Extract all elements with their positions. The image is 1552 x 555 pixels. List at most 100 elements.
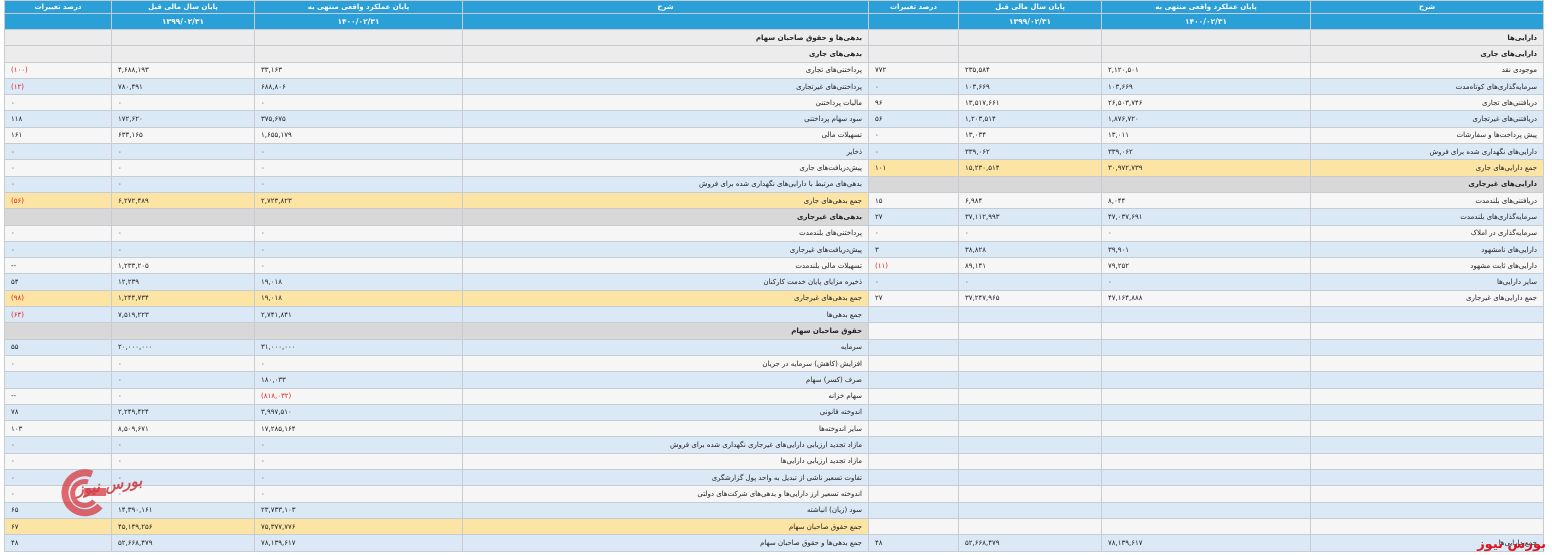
liabilities-desc-cell: جمع بدهی‌های جاری bbox=[462, 191, 869, 210]
table-row: اندوخته تسعیر ارز دارایی‌ها و بدهی‌های ش… bbox=[4, 485, 1544, 503]
assets-prev-cell bbox=[958, 403, 1102, 422]
assets-change-cell: ۴۸ bbox=[868, 534, 959, 552]
assets-change-cell: ۰ bbox=[868, 273, 959, 291]
liabilities-prev-cell: ۱,۲۴۴,۷۳۴ bbox=[111, 289, 255, 308]
assets-prev-cell: ۳۳۹,۰۶۲ bbox=[958, 143, 1102, 161]
liabilities-desc-cell: صرف (کسر) سهام bbox=[462, 371, 869, 389]
assets-prev-cell: ۱۵,۲۳۰,۵۱۴ bbox=[958, 159, 1102, 177]
assets-actual-cell: ۴۷,۰۳۷,۶۹۱ bbox=[1101, 208, 1311, 226]
liabilities-desc-cell: تسهیلات مالی bbox=[462, 126, 869, 145]
liabilities-prev-cell: ۶,۲۷۲,۴۸۹ bbox=[111, 191, 255, 210]
liabilities-desc-cell: ذخایر bbox=[462, 143, 869, 161]
liabilities-desc-cell: تفاوت تسعیر ناشی از تبدیل به واحد پول گز… bbox=[462, 469, 869, 487]
col-header-actual-date: ۱۴۰۰/۰۲/۳۱ bbox=[254, 13, 463, 30]
assets-change-cell: ۵۶ bbox=[868, 110, 959, 128]
liabilities-actual-cell: ۰ bbox=[254, 452, 463, 471]
liabilities-desc-cell: حقوق صاحبان سهام bbox=[462, 322, 869, 340]
assets-desc-cell bbox=[1310, 338, 1544, 356]
liabilities-desc-cell: پرداختنی‌های بلندمدت bbox=[462, 224, 869, 242]
liabilities-desc-cell: سود (زیان) انباشته bbox=[462, 501, 869, 519]
table-row: افزایش (کاهش) سرمایه در جریان ۰ ۰ ۰ bbox=[4, 354, 1544, 373]
assets-desc-cell: جمع دارایی‌های جاری bbox=[1310, 159, 1544, 177]
liabilities-desc-cell: بدهی‌ها و حقوق صاحبان سهام bbox=[462, 28, 869, 47]
liabilities-change-cell: ۰ bbox=[4, 143, 112, 161]
assets-prev-cell bbox=[958, 501, 1102, 519]
assets-actual-cell: ۱۳,۰۱۱ bbox=[1101, 126, 1311, 145]
assets-prev-cell bbox=[958, 387, 1102, 405]
assets-actual-cell: ۲۶,۵۰۳,۷۴۶ bbox=[1101, 94, 1311, 112]
table-row: دریافتنی‌های غیرتجاری ۱,۸۷۶,۷۲۰ ۱,۲۰۳,۵۱۴ ۵… bbox=[4, 110, 1544, 128]
table-row: سرمایه‌گذاری‌های کوتاه‌مدت ۱۰۳,۶۶۹ ۱۰۳,۶۶۹… bbox=[4, 77, 1544, 96]
assets-desc-cell: دارایی‌های ثابت مشهود bbox=[1310, 257, 1544, 275]
liabilities-change-cell: ۵۴ bbox=[4, 273, 112, 291]
assets-prev-cell: ۳۷,۲۴۷,۹۶۵ bbox=[958, 289, 1102, 308]
liabilities-desc-cell: سود سهام پرداختنی bbox=[462, 110, 869, 128]
liabilities-actual-cell: ۲,۷۲۳,۸۲۳ bbox=[254, 191, 463, 210]
assets-prev-cell: ۲۳۵,۵۸۴ bbox=[958, 61, 1102, 79]
liabilities-prev-cell: ۰ bbox=[111, 371, 255, 389]
liabilities-actual-cell: ۳,۹۹۷,۵۱۰ bbox=[254, 403, 463, 422]
table-row: صرف (کسر) سهام ۱۸۰,۰۳۳ ۰ bbox=[4, 371, 1544, 389]
liabilities-change-cell: ۷۸ bbox=[4, 403, 112, 422]
assets-change-cell bbox=[868, 371, 959, 389]
liabilities-actual-cell: ۷۵,۳۷۷,۷۷۶ bbox=[254, 517, 463, 536]
liabilities-actual-cell: ۰ bbox=[254, 240, 463, 259]
liabilities-actual-cell: ۶۸۸,۸۰۶ bbox=[254, 77, 463, 96]
assets-change-cell bbox=[868, 387, 959, 405]
assets-prev-cell bbox=[958, 436, 1102, 454]
assets-change-cell bbox=[868, 403, 959, 422]
table-row: اندوخته قانونی ۳,۹۹۷,۵۱۰ ۲,۲۴۹,۴۲۴ ۷۸ bbox=[4, 403, 1544, 422]
table-row: دارایی‌های ثابت مشهود ۷۹,۲۵۲ ۸۹,۱۴۱ (۱۱) تسه… bbox=[4, 257, 1544, 275]
assets-prev-cell: ۱,۲۰۳,۵۱۴ bbox=[958, 110, 1102, 128]
table-body: دارایی‌ها بدهی‌ها و حقوق صاحبان سهام دارای… bbox=[4, 28, 1544, 552]
assets-actual-cell bbox=[1101, 45, 1311, 63]
col-header-blank bbox=[4, 13, 112, 30]
assets-prev-cell bbox=[958, 371, 1102, 389]
assets-actual-cell bbox=[1101, 175, 1311, 193]
liabilities-prev-cell: ۰ bbox=[111, 159, 255, 177]
liabilities-prev-cell: ۱۷۲,۶۲۰ bbox=[111, 110, 255, 128]
assets-prev-cell: ۶,۹۸۴ bbox=[958, 191, 1102, 210]
assets-desc-cell: موجودی نقد bbox=[1310, 61, 1544, 79]
assets-prev-cell: ۰ bbox=[958, 224, 1102, 242]
liabilities-change-cell: (۶۴) bbox=[4, 306, 112, 324]
assets-prev-cell: ۱۰۳,۶۶۹ bbox=[958, 77, 1102, 96]
assets-desc-cell: سرمایه‌گذاری‌های بلندمدت bbox=[1310, 208, 1544, 226]
liabilities-desc-cell: جمع بدهی‌ها و حقوق صاحبان سهام bbox=[462, 534, 869, 552]
assets-change-cell bbox=[868, 436, 959, 454]
liabilities-actual-cell: ۲۳,۷۳۳,۱۰۳ bbox=[254, 501, 463, 519]
assets-change-cell: (۱۱) bbox=[868, 257, 959, 275]
assets-desc-cell bbox=[1310, 452, 1544, 471]
liabilities-change-cell: ۰ bbox=[4, 354, 112, 373]
liabilities-change-cell: ۰ bbox=[4, 175, 112, 193]
assets-actual-cell: ۰ bbox=[1101, 224, 1311, 242]
assets-change-cell bbox=[868, 501, 959, 519]
assets-desc-cell: جمع دارایی‌ها bbox=[1310, 534, 1544, 552]
assets-desc-cell bbox=[1310, 354, 1544, 373]
table-row: تفاوت تسعیر ناشی از تبدیل به واحد پول گز… bbox=[4, 469, 1544, 487]
liabilities-desc-cell: سایر اندوخته‌ها bbox=[462, 420, 869, 438]
liabilities-prev-cell: ۰ bbox=[111, 143, 255, 161]
liabilities-actual-cell: ۰ bbox=[254, 354, 463, 373]
table-row: مازاد تجدید ارزیابی دارایی‌های غیرجاری ن… bbox=[4, 436, 1544, 454]
liabilities-desc-cell: مازاد تجدید ارزیابی دارایی‌های غیرجاری ن… bbox=[462, 436, 869, 454]
liabilities-prev-cell bbox=[111, 45, 255, 63]
liabilities-actual-cell bbox=[254, 28, 463, 47]
assets-prev-cell bbox=[958, 452, 1102, 471]
liabilities-prev-cell bbox=[111, 208, 255, 226]
header-row: شرح پایان عملکرد واقعی منتهی به پایان سا… bbox=[4, 0, 1544, 14]
liabilities-desc-cell: جمع حقوق صاحبان سهام bbox=[462, 517, 869, 536]
col-header-change-right: درصد تغییرات bbox=[868, 0, 959, 14]
table-row: دارایی‌های جاری بدهی‌های جاری bbox=[4, 45, 1544, 63]
assets-change-cell: ۰ bbox=[868, 224, 959, 242]
liabilities-prev-cell: ۲۰,۰۰۰,۰۰۰ bbox=[111, 338, 255, 356]
liabilities-change-cell: ۰ bbox=[4, 436, 112, 454]
liabilities-change-cell bbox=[4, 371, 112, 389]
liabilities-desc-cell: اندوخته قانونی bbox=[462, 403, 869, 422]
liabilities-prev-cell: ۰ bbox=[111, 436, 255, 454]
assets-change-cell: ۲۷ bbox=[868, 208, 959, 226]
balance-sheet-table: شرح پایان عملکرد واقعی منتهی به پایان سا… bbox=[4, 0, 1544, 552]
assets-prev-cell bbox=[958, 306, 1102, 324]
assets-actual-cell bbox=[1101, 306, 1311, 324]
assets-change-cell bbox=[868, 306, 959, 324]
